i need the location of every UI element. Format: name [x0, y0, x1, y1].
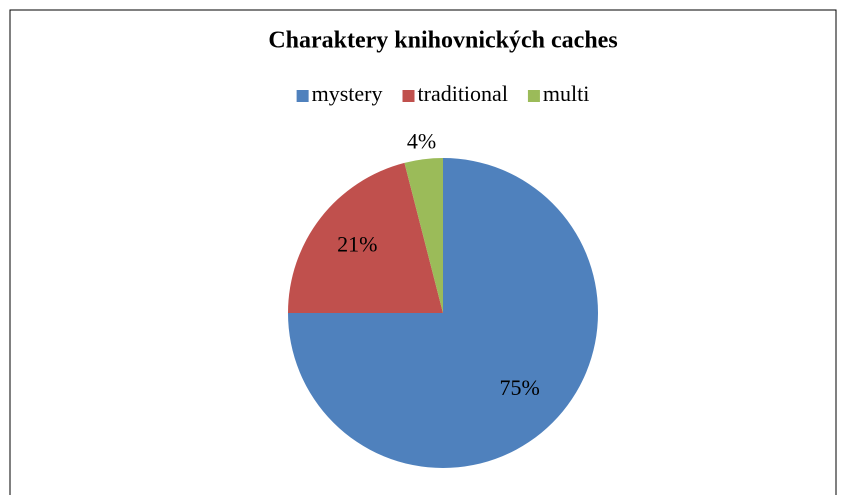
legend-swatch	[402, 90, 415, 102]
legend-label: traditional	[418, 81, 508, 106]
data-label: 4%	[407, 128, 436, 153]
chart-border	[9, 9, 837, 495]
legend-label: mystery	[312, 81, 383, 106]
legend-swatch	[296, 90, 309, 102]
pie-slice	[404, 158, 443, 313]
data-label: 21%	[337, 232, 377, 257]
legend-label: multi	[543, 81, 589, 106]
legend: mystery traditional multi	[296, 81, 589, 106]
legend-swatch	[527, 90, 540, 102]
pie-slice	[288, 162, 443, 313]
data-label: 75%	[500, 375, 540, 400]
chart-title: Charaktery knihovnických caches	[268, 28, 617, 54]
